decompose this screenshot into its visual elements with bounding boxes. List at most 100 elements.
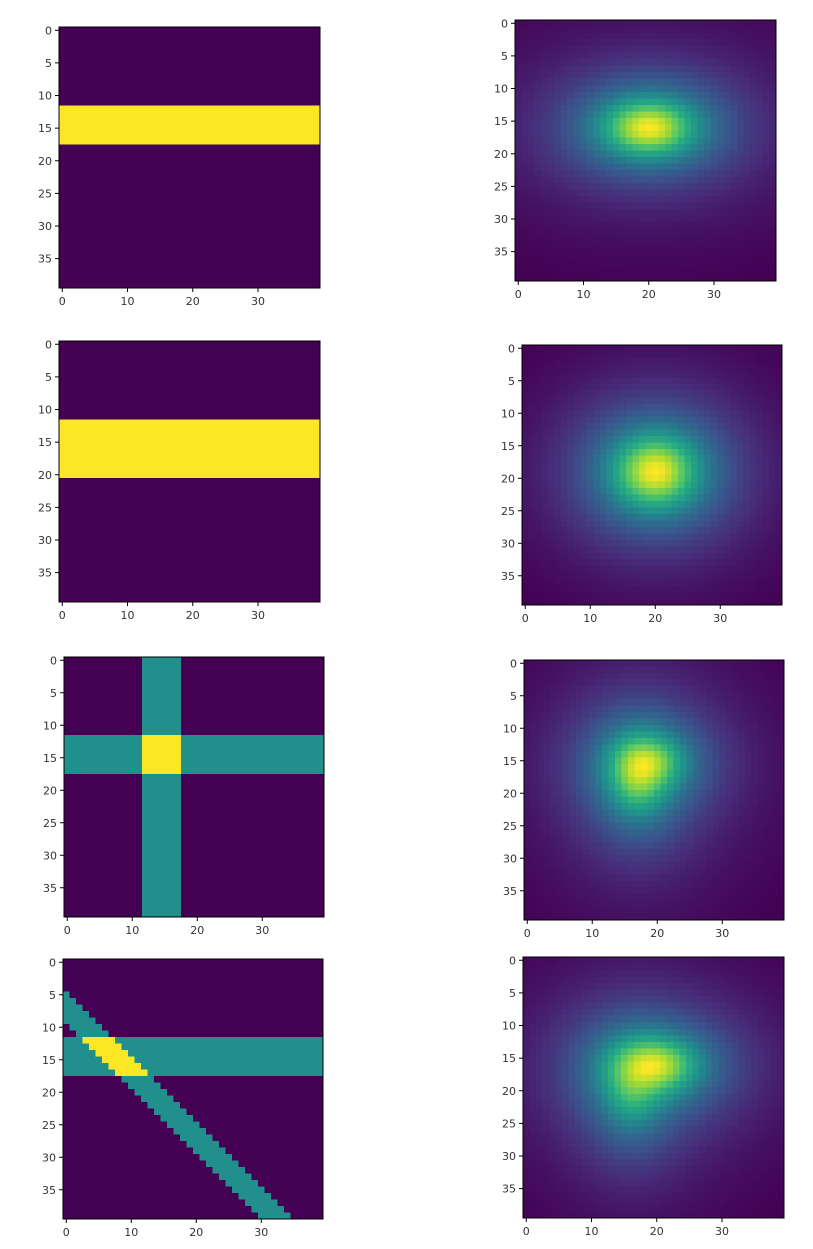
heatmap-cell [137, 451, 145, 460]
heatmap-cell [267, 248, 275, 256]
heatmap-cell [202, 588, 210, 597]
heatmap-cell [717, 98, 725, 106]
heatmap-cell [612, 52, 621, 60]
heatmap-cell [176, 222, 184, 230]
heatmap-cell [202, 183, 210, 191]
heatmap-cell [202, 367, 210, 375]
heatmap-cell [313, 451, 321, 460]
heatmap-cell [717, 143, 725, 152]
heatmap-cell [150, 281, 158, 289]
heatmap-cell [130, 386, 138, 394]
heatmap-cell [684, 85, 692, 93]
heatmap-cell [182, 33, 191, 41]
heatmap-cell [665, 235, 673, 243]
heatmap-cell [169, 118, 178, 126]
heatmap-cell [749, 358, 757, 366]
heatmap-cell [124, 406, 132, 414]
heatmap-cell [143, 504, 151, 512]
heatmap-cell [632, 235, 640, 243]
heatmap-cell [235, 425, 243, 433]
heatmap-cell [306, 478, 315, 486]
heatmap-cell [293, 575, 302, 584]
heatmap-cell [723, 78, 731, 86]
heatmap-cell [528, 261, 536, 269]
heatmap-cell [736, 235, 744, 243]
heatmap-cell [515, 241, 523, 249]
heatmap-cell [215, 556, 223, 564]
heatmap-cell [606, 59, 614, 67]
heatmap-cell [235, 458, 243, 466]
heatmap-cell [678, 91, 686, 99]
heatmap-cell [248, 255, 256, 263]
heatmap-cell [267, 484, 275, 492]
heatmap-cell [228, 196, 236, 204]
heatmap-cell [287, 85, 295, 93]
heatmap-cell [169, 536, 178, 544]
heatmap-cell [541, 215, 549, 223]
heatmap-cell [599, 104, 607, 112]
heatmap-cell [130, 261, 138, 270]
heatmap-cell [85, 216, 93, 224]
heatmap-cell [182, 354, 191, 362]
heatmap-cell [619, 52, 627, 60]
heatmap-cell [137, 131, 145, 139]
x-tick-label: 30 [251, 609, 265, 622]
heatmap-cell [762, 170, 771, 178]
heatmap-cell [599, 124, 607, 132]
heatmap-cell [104, 85, 112, 93]
heatmap-cell [137, 248, 145, 256]
heatmap-cell [215, 131, 223, 139]
heatmap-cell [137, 33, 145, 41]
heatmap-cell [228, 588, 236, 597]
heatmap-cell [293, 40, 302, 48]
heatmap-cell [580, 183, 588, 191]
heatmap-cell [580, 130, 588, 139]
heatmap-cell [169, 235, 178, 243]
heatmap-cell [287, 274, 295, 283]
heatmap-cell [124, 530, 132, 538]
heatmap-cell [169, 216, 178, 224]
heatmap-cell [671, 248, 679, 256]
heatmap-cell [756, 196, 764, 204]
heatmap-cell [117, 183, 125, 191]
heatmap-cell [235, 59, 243, 67]
heatmap-cell [150, 451, 158, 460]
heatmap-cell [241, 98, 249, 106]
heatmap-cell [638, 39, 647, 47]
heatmap-cell [697, 111, 705, 119]
heatmap-cell [586, 274, 594, 282]
heatmap-cell [202, 412, 210, 420]
heatmap-cell [762, 222, 771, 230]
heatmap-cell [130, 150, 138, 159]
heatmap-cell [143, 432, 151, 440]
heatmap-cell [72, 347, 80, 355]
heatmap-cell [574, 351, 582, 359]
heatmap-cell [749, 39, 758, 47]
heatmap-cell [176, 588, 184, 597]
heatmap-cell [267, 53, 275, 61]
heatmap-cell [267, 268, 275, 276]
heatmap-cell [176, 549, 184, 557]
heatmap-cell [150, 137, 158, 146]
heatmap-cell [248, 432, 256, 440]
heatmap-cell [287, 549, 295, 557]
heatmap-cell [156, 354, 165, 362]
heatmap-cell [176, 497, 184, 505]
heatmap-cell [743, 143, 751, 152]
heatmap-cell [554, 78, 562, 86]
heatmap-cell [202, 164, 210, 172]
heatmap-cell [723, 150, 731, 158]
heatmap-cell [85, 222, 93, 230]
heatmap-cell [645, 189, 653, 197]
heatmap-cell [521, 46, 529, 54]
heatmap-cell [599, 150, 607, 158]
heatmap-cell [59, 556, 67, 564]
heatmap-cell [306, 562, 315, 570]
heatmap-cell [228, 183, 236, 191]
heatmap-cell [769, 196, 777, 204]
heatmap-cell [189, 569, 197, 577]
heatmap-cell [222, 79, 230, 87]
heatmap-cell [202, 203, 210, 211]
heatmap-cell [261, 79, 269, 87]
heatmap-cell [248, 144, 256, 152]
